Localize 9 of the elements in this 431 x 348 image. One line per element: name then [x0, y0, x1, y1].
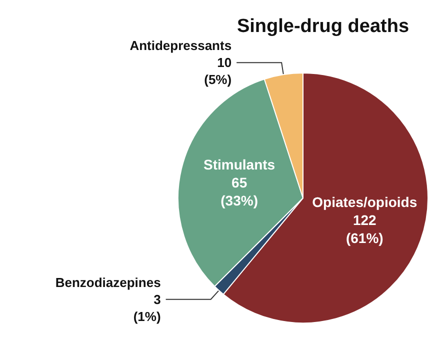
data-label: 65 (33%): [220, 174, 258, 209]
chart-title: Single-drug deaths: [236, 16, 410, 37]
data-label: 3 (1%): [133, 292, 161, 324]
slice-label: Benzodiazepines: [55, 274, 161, 290]
data-label: 122 (61%): [346, 212, 384, 246]
slice-label: Stimulants: [204, 156, 276, 173]
data-label: 10 (5%): [204, 55, 232, 88]
slice-label: Antidepressants: [130, 38, 232, 54]
slice-label: Opiates/opioids: [312, 194, 418, 210]
